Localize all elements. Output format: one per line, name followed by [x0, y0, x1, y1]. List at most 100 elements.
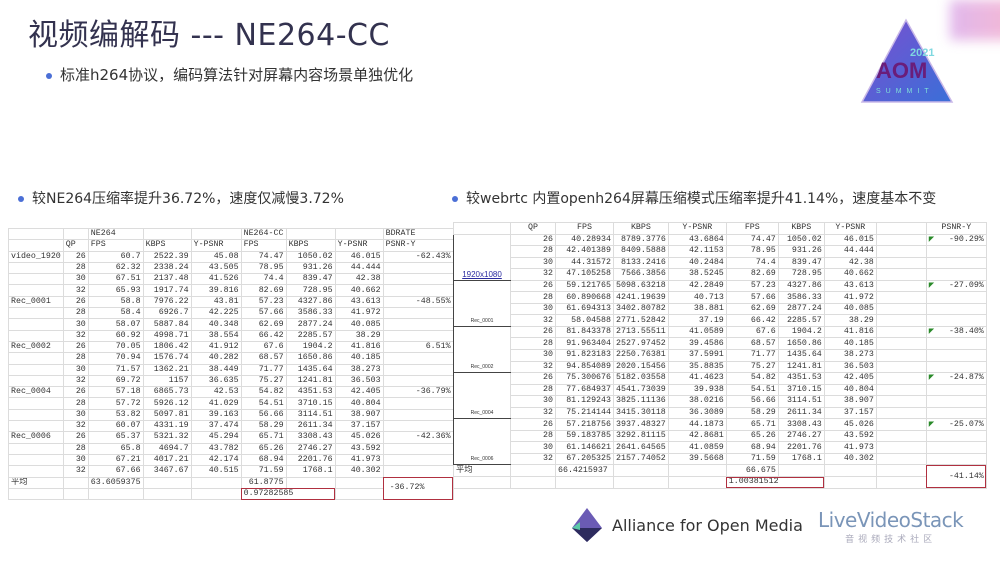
table-cell: 30	[510, 395, 556, 408]
table-cell: 56.66	[725, 395, 779, 408]
group-label: Rec_0002	[453, 325, 511, 374]
table-cell: 2285.57	[285, 329, 336, 342]
table-cell: 3937.48327	[613, 418, 669, 431]
table-cell: 36.635	[190, 374, 242, 388]
table-cell: 82.69	[240, 284, 287, 297]
table-cell: 70.05	[87, 340, 144, 354]
bdrate-cell: -62.43%	[382, 250, 454, 263]
table-cell: 3710.15	[285, 397, 336, 410]
table-cell: 2201.76	[285, 453, 336, 467]
table-cell: 43.505	[190, 261, 242, 275]
group-label: 1920x1080	[453, 233, 511, 281]
bdrate-cell	[382, 363, 454, 376]
table-cell: 1650.86	[285, 352, 336, 365]
table-cell: 40.085	[823, 302, 877, 316]
table-cell	[8, 408, 64, 422]
header-cell	[334, 227, 384, 241]
table-row: 28 60.890668 4241.19639 40.713 57.66 3586.33 4…	[454, 291, 987, 304]
table-cell: 3114.51	[285, 408, 336, 422]
table-cell	[8, 465, 64, 478]
table-cell: 37.157	[334, 420, 384, 433]
table-cell	[925, 245, 987, 258]
table-cell	[510, 464, 556, 478]
table-cell	[875, 429, 927, 443]
table-cell: 2137.48	[142, 273, 192, 286]
table-row: 32 65.93 1917.74 39.816 82.69 728.95 40.662	[8, 284, 454, 297]
bdrate-cell	[382, 453, 454, 467]
table-cell: 65.26	[725, 429, 779, 443]
header-cell	[142, 227, 192, 241]
table-cell: 81.843378	[555, 325, 614, 339]
table-cell: Rec_0006	[8, 431, 64, 444]
table-cell: 57.218756	[555, 418, 614, 431]
page-title: 视频编解码 --- NE264-CC	[28, 18, 390, 53]
table-cell: 26	[510, 325, 556, 339]
table-cell: 40.662	[823, 268, 877, 281]
table-cell: 5321.32	[142, 431, 192, 444]
table-cell: 8789.3776	[613, 233, 669, 247]
table-row: Rec_0004 26 57.18 6865.73 42.53 54.82 4351.53 4…	[8, 386, 454, 399]
table-row: 1920x1080 26 40.28934 8789.3776 43.6864 74.47…	[453, 233, 987, 281]
table-cell: 67.51	[87, 273, 144, 286]
table-cell	[875, 452, 927, 466]
table-cell: 36.503	[823, 360, 877, 374]
table-cell: 8409.5888	[613, 245, 669, 258]
table-cell: 1362.21	[142, 363, 192, 376]
table-cell	[875, 256, 927, 270]
table-row: 28 65.8 4694.7 43.782 65.26 2746.27 43.592	[8, 442, 454, 455]
table-cell: 39.816	[190, 284, 242, 297]
average-row: 平均 66.4215937 66.675 -41.14%	[453, 464, 987, 489]
table-cell: 728.95	[777, 268, 825, 281]
table-cell: 39.4586	[667, 337, 727, 350]
table-cell: 42.405	[334, 386, 384, 399]
table-cell	[8, 363, 64, 376]
table-cell: 43.782	[190, 442, 242, 455]
header-cell: FPS	[87, 239, 144, 252]
table-cell: 4017.21	[142, 453, 192, 467]
table-cell	[925, 441, 987, 454]
table-cell	[334, 476, 384, 489]
table-cell: 43.592	[823, 429, 877, 443]
table-cell: 54.82	[725, 372, 779, 385]
table-cell: 68.57	[725, 337, 779, 350]
table-cell	[190, 476, 242, 489]
table-cell: 67.66	[87, 465, 144, 478]
table-cell: 38.5245	[667, 268, 727, 281]
table-cell	[875, 476, 927, 489]
table-cell	[667, 476, 727, 489]
table-row: 28 77.684937 4541.73039 39.938 54.51 3710.15 4…	[454, 383, 987, 397]
table-row: Rec_0006 26 65.37 5321.32 45.294 65.71 3308.43…	[8, 431, 454, 444]
table-cell: 82.69	[725, 268, 779, 281]
table-cell: 40.2484	[667, 256, 727, 270]
table-cell: 40.348	[190, 318, 242, 331]
table-cell: 26	[510, 279, 556, 293]
table-cell: 75.214144	[555, 406, 614, 420]
bdrate-cell: ◤ -24.87%	[925, 372, 987, 385]
header-cell: Y-PSNR	[667, 222, 727, 235]
bdrate-cell: 6.51%	[382, 340, 454, 354]
table-cell: 8133.2416	[613, 256, 669, 270]
table-cell	[875, 464, 927, 478]
table-cell	[613, 464, 669, 478]
table-cell: 28	[510, 245, 556, 258]
header-cell: KBPS	[142, 239, 192, 252]
table-cell: 59.183785	[555, 429, 614, 443]
aom-summit-logo: 2021 AOM SUMMIT	[860, 18, 954, 103]
header-cell: KBPS	[777, 222, 825, 235]
table-cell: 931.26	[777, 245, 825, 258]
bdrate-value: -25.07%	[948, 419, 984, 429]
table-cell: 40.662	[334, 284, 384, 297]
header-cell	[453, 222, 511, 235]
table-row: 30 81.129243 3825.11136 38.0216 56.66 3114.51…	[454, 395, 987, 408]
table-cell: 44.444	[823, 245, 877, 258]
table-cell: 71.59	[240, 465, 287, 478]
table-cell: 62.69	[725, 302, 779, 316]
table-cell: 3825.11136	[613, 395, 669, 408]
table-cell: 1050.02	[285, 250, 336, 263]
table-cell	[8, 329, 64, 342]
table-cell	[8, 487, 64, 501]
table-cell: 40.282	[190, 352, 242, 365]
bullet-icon	[452, 196, 458, 202]
left-comparison-table: NE264 NE264-CC BDRATE QP FPS KBPS Y-PSNR FPS KBP…	[8, 227, 454, 501]
average-label: 平均	[453, 464, 511, 478]
